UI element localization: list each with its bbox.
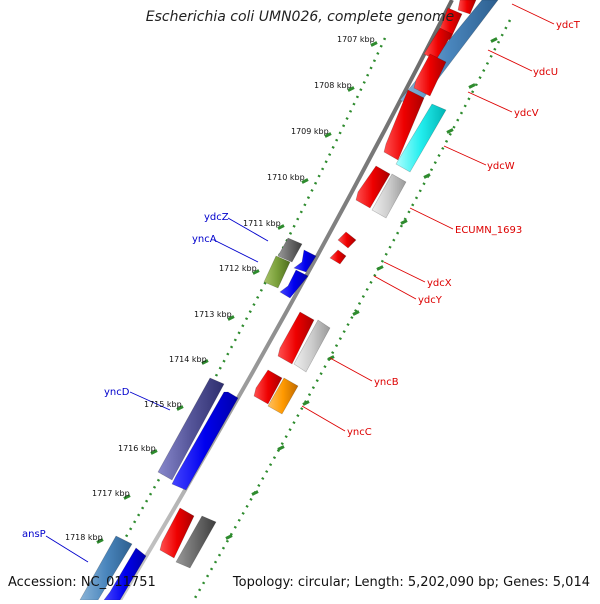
gene-ansP-glyph[interactable] bbox=[159, 507, 195, 559]
kbp-tick-mark bbox=[277, 445, 285, 451]
inner-tick-track bbox=[88, 37, 387, 599]
gene-label-ydcU[interactable]: ydcU bbox=[533, 67, 558, 78]
kbp-tick-mark bbox=[352, 310, 360, 316]
kbp-tick-mark bbox=[225, 534, 233, 540]
gene-ECUMN_1693-glyph[interactable] bbox=[371, 173, 407, 219]
gene-leader-line bbox=[511, 3, 555, 25]
kbp-tick-mark bbox=[251, 490, 259, 496]
gene-yncA-glyph[interactable] bbox=[279, 269, 309, 299]
kbp-tick-mark bbox=[376, 265, 384, 271]
kbp-tick-mark bbox=[468, 83, 476, 89]
kbp-tick-mark bbox=[423, 173, 431, 179]
kbp-tick-label: 1707 kbp bbox=[337, 35, 375, 44]
gene-label-ydcW[interactable]: ydcW bbox=[487, 161, 515, 172]
kbp-tick-label: 1716 kbp bbox=[118, 444, 156, 453]
gene-label-yncB[interactable]: yncB bbox=[374, 377, 399, 388]
gene-label-ansP[interactable]: ansP bbox=[22, 529, 46, 540]
kbp-tick-mark bbox=[324, 132, 332, 138]
kbp-tick-mark bbox=[201, 359, 209, 365]
gene-label-ydcV[interactable]: ydcV bbox=[514, 108, 539, 119]
kbp-tick-label: 1709 kbp bbox=[291, 127, 329, 136]
gene-ansP-glyph[interactable] bbox=[175, 515, 217, 569]
gene-ydcZ-glyph[interactable] bbox=[293, 249, 317, 273]
kbp-tick-mark bbox=[252, 269, 260, 275]
kbp-tick-mark bbox=[123, 494, 131, 500]
gene-label-ECUMN_1693[interactable]: ECUMN_1693 bbox=[455, 225, 522, 236]
kbp-tick-label: 1711 kbp bbox=[243, 219, 281, 228]
gene-label-yncC[interactable]: yncC bbox=[347, 427, 372, 438]
gene-label-ydcY[interactable]: ydcY bbox=[418, 295, 443, 306]
gene-leader-line bbox=[301, 405, 346, 432]
kbp-tick-mark bbox=[400, 219, 408, 225]
kbp-tick-mark bbox=[277, 224, 285, 230]
topology-text: Topology: circular; Length: 5,202,090 bp… bbox=[232, 575, 590, 590]
gene-leader-line bbox=[329, 357, 373, 382]
kbp-tick-mark bbox=[227, 315, 235, 321]
kbp-tick-label: 1715 kbp bbox=[144, 400, 182, 409]
genome-backbone bbox=[118, 0, 454, 602]
kbp-tick-mark bbox=[301, 178, 309, 184]
kbp-tick-mark bbox=[370, 41, 378, 47]
gene-label-ydcT[interactable]: ydcT bbox=[556, 20, 581, 31]
kbp-tick-mark bbox=[302, 400, 310, 406]
gene-leader-line bbox=[383, 261, 426, 283]
kbp-tick-mark bbox=[150, 449, 158, 455]
gene-leader-line bbox=[467, 91, 513, 113]
gene-leader-line bbox=[487, 49, 533, 72]
kbp-tick-label: 1717 kbp bbox=[92, 489, 130, 498]
kbp-tick-label: 1712 kbp bbox=[219, 264, 257, 273]
kbp-tick-label: 1710 kbp bbox=[267, 173, 305, 182]
genome-title: Escherichia coli UMN026, complete genome bbox=[145, 9, 455, 25]
gene-leader-line bbox=[227, 217, 269, 242]
kbp-tick-mark bbox=[347, 86, 355, 92]
gene-label-yncA[interactable]: yncA bbox=[192, 234, 217, 245]
gene-leader-line bbox=[409, 207, 454, 230]
gene-ECUMN_1693-glyph[interactable] bbox=[355, 165, 391, 209]
kbp-tick-label: 1714 kbp bbox=[169, 355, 207, 364]
gene-yncB-glyph[interactable] bbox=[277, 311, 315, 365]
gene-leader-line bbox=[129, 391, 171, 411]
gene-ydcY-glyph[interactable] bbox=[329, 249, 347, 265]
gene-yncC-glyph[interactable] bbox=[267, 377, 299, 415]
gene-ydcZ-glyph[interactable] bbox=[277, 237, 303, 263]
gene-leader-line bbox=[45, 535, 89, 563]
gene-leader-line bbox=[213, 239, 259, 263]
gene-yncA-glyph[interactable] bbox=[263, 255, 291, 289]
gene-yncD-glyph[interactable] bbox=[171, 391, 239, 491]
gene-ydcX-glyph[interactable] bbox=[337, 231, 357, 249]
kbp-tick-mark bbox=[176, 405, 184, 411]
gene-ydcT-glyph[interactable] bbox=[457, 0, 477, 15]
gene-label-yncD[interactable]: yncD bbox=[104, 387, 130, 398]
kbp-tick-label: 1713 kbp bbox=[194, 310, 232, 319]
gene-ydcV-glyph[interactable] bbox=[413, 53, 447, 97]
gene-label-ydcZ[interactable]: ydcZ bbox=[204, 212, 229, 223]
gene-label-ydcX[interactable]: ydcX bbox=[427, 278, 452, 289]
kbp-tick-mark bbox=[446, 128, 454, 134]
kbp-tick-mark bbox=[327, 355, 335, 361]
gene-leader-line bbox=[443, 145, 487, 166]
outer-tick-track bbox=[193, 19, 512, 599]
kbp-tick-label: 1708 kbp bbox=[314, 81, 352, 90]
kbp-tick-mark bbox=[490, 37, 498, 43]
gene-yncC-glyph[interactable] bbox=[253, 369, 283, 405]
gene-ydcW-glyph[interactable] bbox=[383, 89, 425, 161]
kbp-tick-label: 1718 kbp bbox=[65, 533, 103, 542]
gene-yncD-glyph[interactable] bbox=[157, 377, 225, 481]
kbp-tick-mark bbox=[96, 538, 104, 544]
accession-text: Accession: NC_011751 bbox=[8, 575, 156, 590]
gene-ydcW-glyph[interactable] bbox=[395, 103, 447, 173]
gene-yncB-glyph[interactable] bbox=[293, 319, 331, 373]
gene-leader-line bbox=[373, 275, 417, 300]
